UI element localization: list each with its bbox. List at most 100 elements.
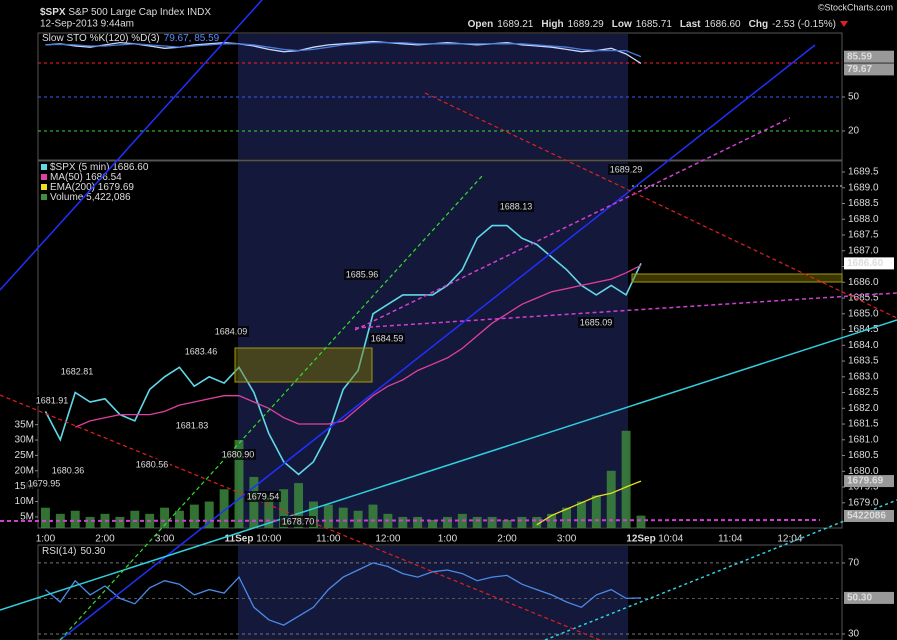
volume-bar [249,476,259,528]
annotation-bg [59,366,95,377]
x-tick-label: 11:04 [718,534,743,545]
y-tick-label: 70 [848,558,860,569]
legend-title: RSI(14) [42,546,76,557]
annotation-bg [174,420,210,431]
volume-bar [219,489,229,528]
trendline [354,117,791,331]
quote-label: High [541,19,563,30]
annotation: 1679.95 [28,478,61,488]
volume-bar [204,501,214,528]
annotation: 1680.90 [222,449,255,459]
annotation-bg [50,465,86,476]
y-tick-label: 1685.0 [848,308,879,319]
x-tick-label: 12:04 [777,534,802,545]
y-tick-label: 1679.0 [848,497,879,508]
trendline [424,92,897,319]
legend-title: Slow STO %K(120) %D(3) [42,33,160,44]
annotation-bg [498,201,534,212]
x-tick-label: 12:00 [375,534,400,545]
volume-bar [487,516,497,528]
annotation: 1681.91 [36,395,69,405]
x-tick-label: 10:04 [658,534,683,545]
legend: RSI(14) 50.30 [42,546,106,557]
annotation-bg [183,346,219,357]
date: 12-Sep-2013 9:44am [40,19,134,30]
x-tick-label: 3:00 [155,534,175,545]
quote-value: 1686.60 [704,19,741,30]
annotation: 1680.36 [52,465,85,475]
y-tick-label: 1683.0 [848,371,879,382]
x-tick-label: 10:00 [256,534,281,545]
volume-bar [591,495,601,528]
x-tick-label: 11:00 [316,534,341,545]
y-tick-label: 1688.5 [848,198,879,209]
legend-swatch [41,174,47,180]
zone [234,347,373,383]
quote-label: Chg [749,19,768,30]
annotation: 1685.96 [346,269,379,279]
session-shade [238,546,628,639]
value-box [844,257,894,270]
volume-bar [428,520,438,528]
y2-tick-label: 35M [15,419,34,430]
value-box-label: 1686.60 [847,258,884,269]
volume-bar [189,504,199,528]
annotation: 1681.83 [176,420,209,430]
volume-bar [115,516,125,528]
volume-bar [294,483,304,528]
value-box [844,591,894,604]
annotation: 1679.54 [247,491,280,501]
volume-bar [442,516,452,528]
credit: ©StockCharts.com [818,2,893,12]
legend-swatch [41,194,47,200]
quote-label: Low [612,19,632,30]
legend-values: 79.67, 85.59 [164,33,220,44]
value-box-label: 79.67 [847,64,872,75]
y-tick-label: 1689.0 [848,182,879,193]
value-box-label: 50.30 [847,593,872,604]
y-tick-label: 1684.0 [848,340,879,351]
volume-bar [234,440,244,528]
y-tick-label: 1680.5 [848,450,879,461]
x-tick-label: 1:00 [438,534,458,545]
trendline [0,519,821,522]
legend: Slow STO %K(120) %D(3) 79.67, 85.59 [42,33,220,44]
volume-bar [472,516,482,528]
volume-bar [547,513,557,528]
y2-tick-label: 25M [15,450,34,461]
y-tick-label: 20 [848,126,860,137]
volume-bar [160,507,170,528]
volume-bar [323,504,333,528]
volume-bar [576,501,586,528]
volume-bar [636,515,646,528]
volume-bar [606,470,616,528]
series-line [45,40,642,64]
annotation-bg [213,326,249,337]
volume-bar [130,510,140,528]
annotation: 1683.46 [185,346,218,356]
volume-bar [40,507,50,528]
x-tick-label: 2:00 [95,534,115,545]
volume-bar [55,513,65,528]
quote-value: -2.53 (-0.15%) [772,19,836,30]
annotation: 1684.59 [371,333,404,343]
y-tick-label: 1681.5 [848,419,879,430]
series-line [44,562,642,626]
trendline [0,319,897,611]
y-tick-label: 1689.5 [848,167,879,178]
annotation: 1682.81 [61,366,94,376]
quote-value: 1689.21 [497,19,534,30]
y-tick-label: 30 [848,629,860,640]
exchange: INDX [187,7,211,18]
volume-bar [398,516,408,528]
annotation: 1689.29 [610,164,643,174]
legend-swatch [41,164,47,170]
quote-label: Last [680,19,701,30]
x-tick-label: 2:00 [497,534,517,545]
y-tick-label: 1688.0 [848,214,879,225]
y-tick-label: 1683.5 [848,356,879,367]
value-box [844,50,894,63]
symbol: $SPX [40,7,66,18]
quote-label: Open [468,19,494,30]
name: S&P 500 Large Cap Index [68,7,184,18]
